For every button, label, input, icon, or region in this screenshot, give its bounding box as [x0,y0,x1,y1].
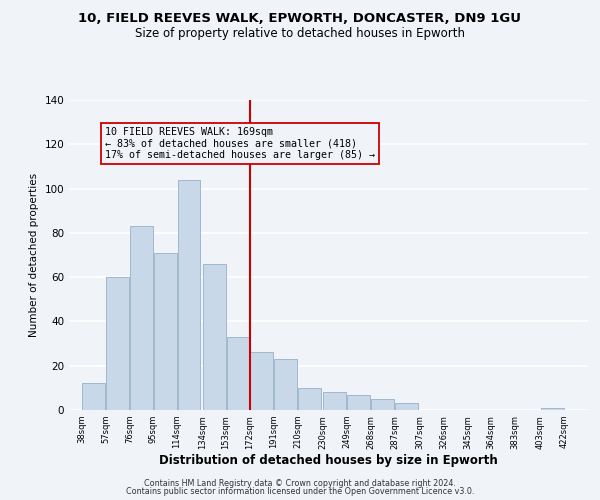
Bar [106,277,129,410]
X-axis label: Distribution of detached houses by size in Epworth: Distribution of detached houses by size … [159,454,498,468]
Bar [323,392,346,410]
Bar [395,404,418,410]
Text: Contains HM Land Registry data © Crown copyright and database right 2024.: Contains HM Land Registry data © Crown c… [144,478,456,488]
Bar [130,226,152,410]
Text: 10, FIELD REEVES WALK, EPWORTH, DONCASTER, DN9 1GU: 10, FIELD REEVES WALK, EPWORTH, DONCASTE… [79,12,521,26]
Bar [274,359,297,410]
Bar [82,384,105,410]
Bar [154,253,176,410]
Text: 10 FIELD REEVES WALK: 169sqm
← 83% of detached houses are smaller (418)
17% of s: 10 FIELD REEVES WALK: 169sqm ← 83% of de… [106,126,376,160]
Bar [347,394,370,410]
Bar [298,388,321,410]
Bar [371,399,394,410]
Bar [541,408,563,410]
Bar [227,337,250,410]
Y-axis label: Number of detached properties: Number of detached properties [29,173,39,337]
Text: Contains public sector information licensed under the Open Government Licence v3: Contains public sector information licen… [126,487,474,496]
Bar [203,264,226,410]
Text: Size of property relative to detached houses in Epworth: Size of property relative to detached ho… [135,28,465,40]
Bar [250,352,274,410]
Bar [178,180,200,410]
